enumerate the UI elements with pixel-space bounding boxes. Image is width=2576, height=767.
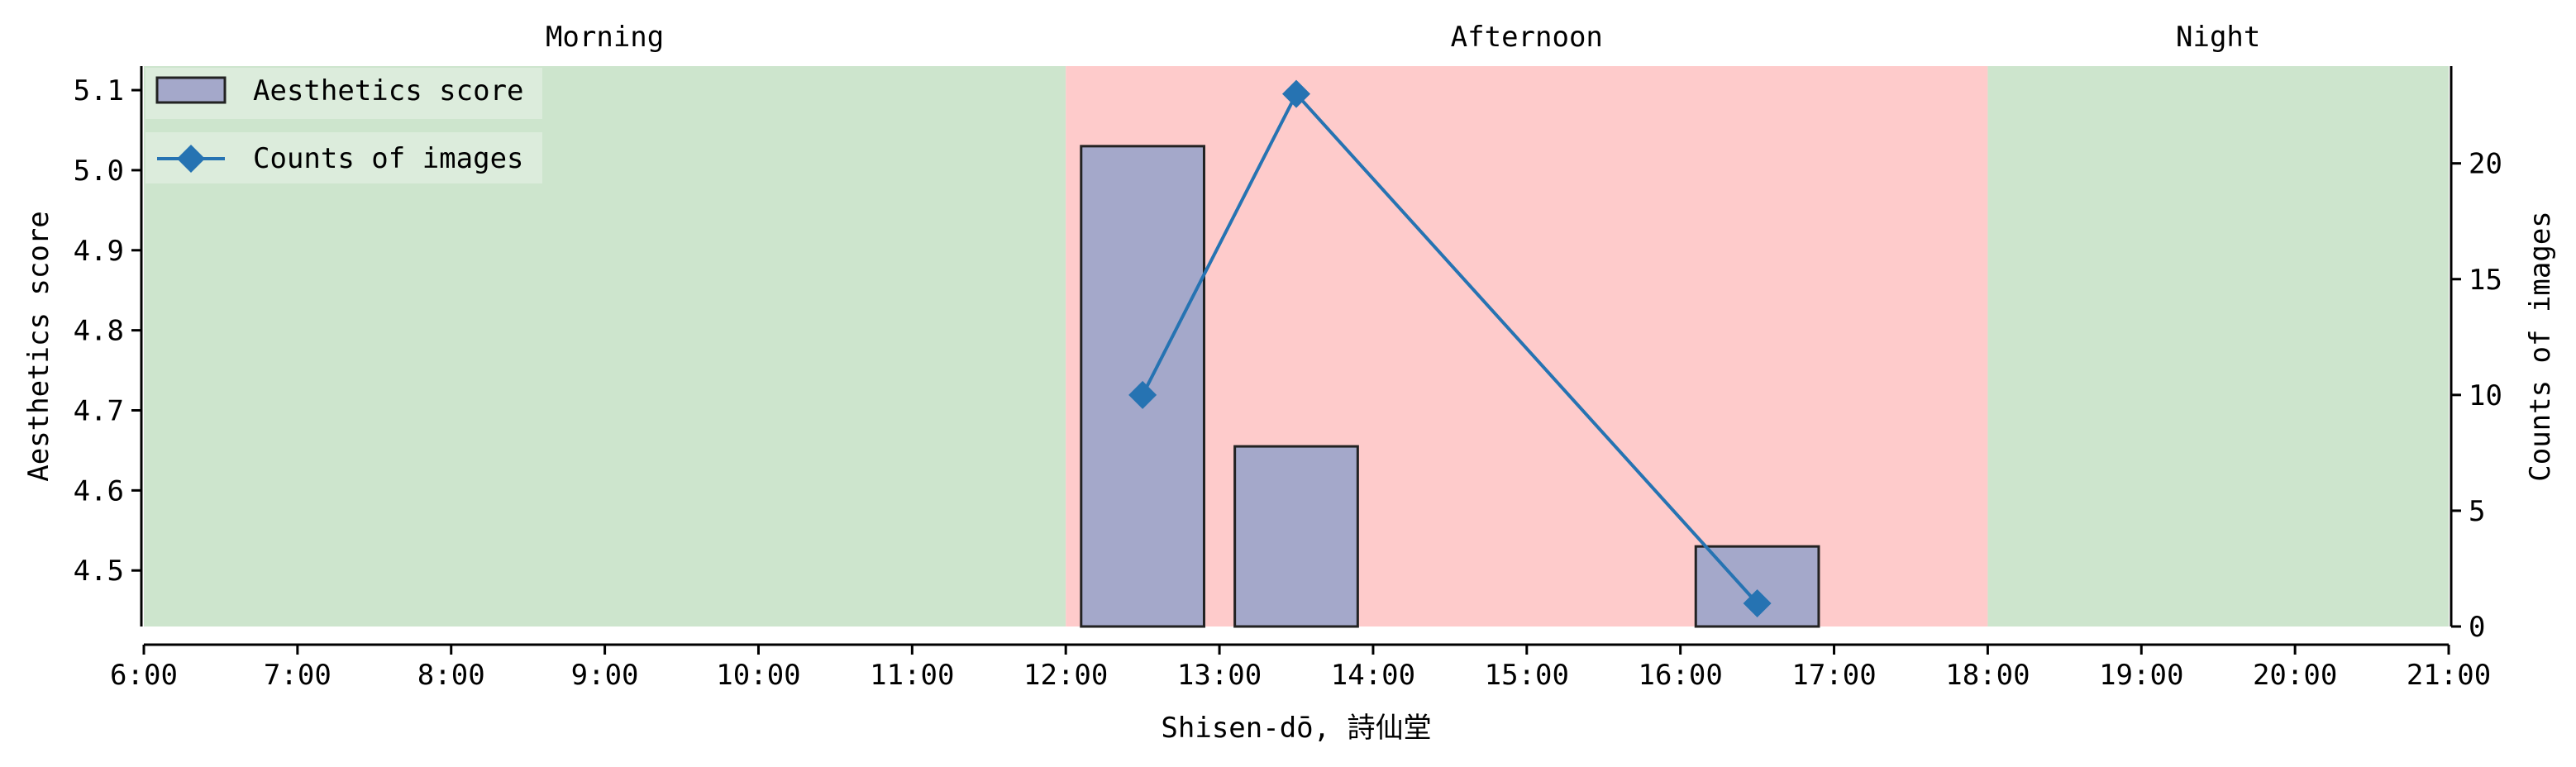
count-point-2 (1743, 588, 1772, 617)
x-tick-label-10: 16:00 (1638, 659, 1722, 692)
x-tick-label-13: 19:00 (2099, 659, 2183, 692)
x-tick-label-7: 13:00 (1177, 659, 1262, 692)
count-point-0 (1128, 380, 1157, 409)
legend-label-line: Counts of images (253, 142, 524, 175)
y-left-tick-label-5: 5.0 (74, 155, 124, 188)
y-right-tick-label-0: 0 (2469, 611, 2485, 644)
period-labels: Morning Afternoon Night (546, 21, 2260, 54)
y-left-tick-label-6: 5.1 (74, 74, 124, 107)
count-point-1 (1282, 79, 1310, 108)
y-axis-label-left: Aesthetics score (22, 211, 55, 482)
period-label-morning: Morning (546, 21, 664, 54)
x-tick-label-1: 7:00 (264, 659, 332, 692)
x-axis-label: Shisen-dō, 詩仙堂 (1161, 712, 1431, 745)
x-tick-label-12: 18:00 (1945, 659, 2030, 692)
period-label-afternoon: Afternoon (1451, 21, 1603, 54)
y-left-tick-label-3: 4.8 (74, 315, 124, 348)
y-right-tick-label-1: 5 (2469, 495, 2485, 528)
legend-marker-sample (177, 145, 205, 173)
x-tick-label-4: 10:00 (716, 659, 800, 692)
x-tick-label-0: 6:00 (110, 659, 178, 692)
x-tick-label-6: 12:00 (1023, 659, 1108, 692)
y-left-tick-label-4: 4.9 (74, 235, 124, 268)
bar-1 (1233, 445, 1359, 628)
x-tick-label-11: 17:00 (1791, 659, 1876, 692)
y-right-tick-label-2: 10 (2469, 379, 2502, 412)
bar-series (1080, 145, 1820, 628)
bar-0 (1080, 145, 1205, 628)
y-right-tick-label-4: 20 (2469, 148, 2502, 181)
x-tick-label-14: 20:00 (2253, 659, 2337, 692)
x-tick-label-2: 8:00 (417, 659, 485, 692)
x-tick-label-9: 15:00 (1485, 659, 1569, 692)
period-label-night: Night (2176, 21, 2260, 54)
legend: Aesthetics score Counts of images (145, 68, 542, 183)
axes: 6:00 7:00 8:00 9:00 10:00 11:00 12:00 13:00 14:0… (74, 66, 2502, 692)
y-left-tick-label-0: 4.5 (74, 555, 124, 588)
x-tick-label-3: 9:00 (571, 659, 639, 692)
y-left-tick-label-1: 4.6 (74, 474, 124, 507)
x-tick-label-15: 21:00 (2407, 659, 2491, 692)
x-tick-label-8: 14:00 (1331, 659, 1415, 692)
y-left-tick-label-2: 4.7 (74, 394, 124, 427)
x-tick-label-5: 11:00 (870, 659, 954, 692)
line-series (1128, 79, 1772, 617)
legend-swatch-bars (155, 76, 227, 104)
period-band-night (1987, 66, 2449, 626)
y-right-tick-label-3: 15 (2469, 264, 2502, 297)
y-axis-label-right: Counts of images (2524, 211, 2557, 482)
legend-label-bars: Aesthetics score (253, 74, 524, 107)
